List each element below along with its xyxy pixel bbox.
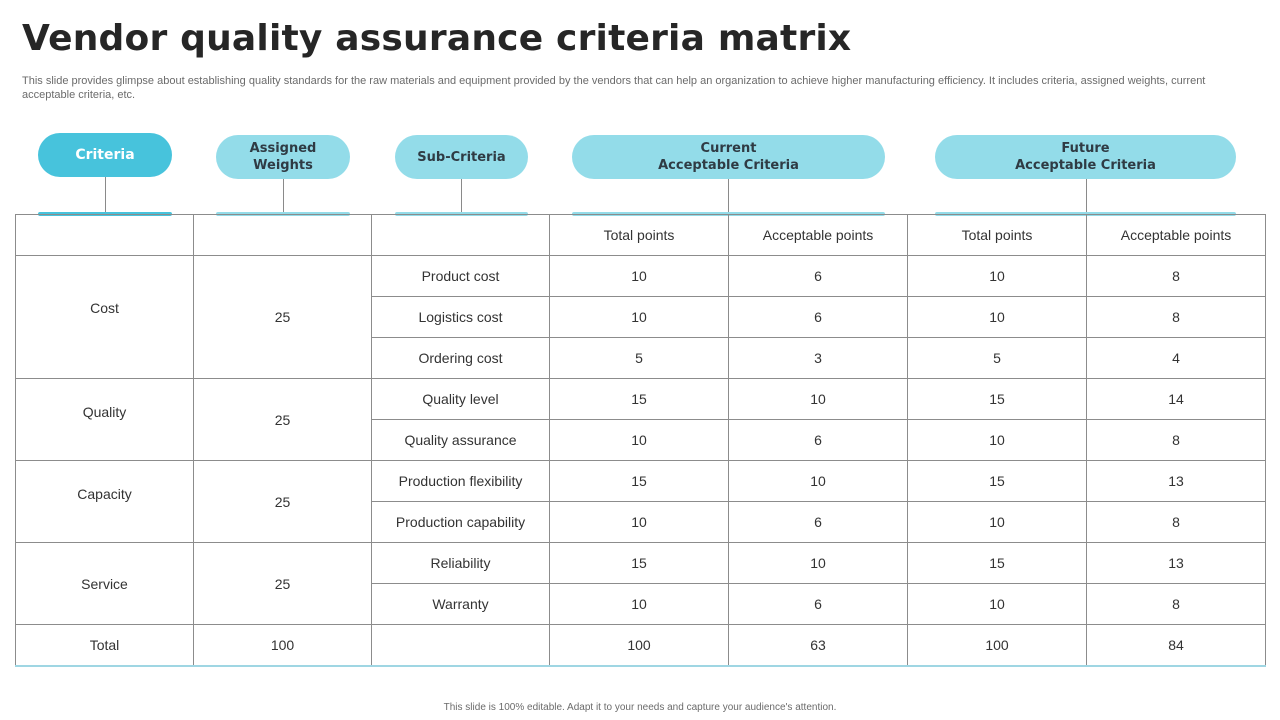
sub-criteria-cell: Warranty xyxy=(371,583,550,625)
connector-line xyxy=(105,177,106,213)
current-acceptable-cell: 6 xyxy=(728,583,908,625)
current-total-cell: 15 xyxy=(549,460,729,502)
current-total-cell: 10 xyxy=(549,501,729,543)
current-total-cell: 10 xyxy=(549,583,729,625)
future-total-cell: 15 xyxy=(907,460,1087,502)
current-total-cell: 15 xyxy=(549,542,729,584)
column-header-current-acceptable: Acceptable points xyxy=(728,214,908,256)
table-row: Production capability 10 6 10 8 xyxy=(16,501,1266,543)
current-total-cell: 10 xyxy=(549,255,729,297)
current-total-cell: 10 xyxy=(549,296,729,338)
sub-criteria-cell: Production capability xyxy=(371,501,550,543)
page-subtitle: This slide provides glimpse about establ… xyxy=(22,75,1206,101)
current-acceptable-cell: 3 xyxy=(728,337,908,379)
future-acceptable-cell: 13 xyxy=(1086,542,1266,584)
connector-line xyxy=(461,179,462,213)
future-total-cell: 15 xyxy=(907,542,1087,584)
table-cell-empty xyxy=(193,214,372,256)
column-header-future-total: Total points xyxy=(907,214,1087,256)
table-row: Quality assurance 10 6 10 8 xyxy=(16,419,1266,461)
current-total-cell: 15 xyxy=(549,378,729,420)
current-acceptable-cell: 6 xyxy=(728,255,908,297)
sub-criteria-cell: Ordering cost xyxy=(371,337,550,379)
table-header-row: Total points Acceptable points Total poi… xyxy=(15,214,1266,256)
future-total-cell: 15 xyxy=(907,378,1087,420)
future-total-cell: 10 xyxy=(907,501,1087,543)
current-acceptable-cell: 10 xyxy=(728,378,908,420)
sub-criteria-cell: Quality level xyxy=(371,378,550,420)
connector-line xyxy=(728,179,729,213)
table-row: Warranty 10 6 10 8 xyxy=(16,583,1266,625)
current-acceptable-cell: 6 xyxy=(728,419,908,461)
table-row: Logistics cost 10 6 10 8 xyxy=(16,296,1266,338)
current-acceptable-cell: 10 xyxy=(728,542,908,584)
table-row: Cost 25 Product cost 10 6 10 8 xyxy=(15,255,1266,379)
sub-criteria-cell: Product cost xyxy=(371,255,550,297)
future-acceptable-cell: 8 xyxy=(1086,501,1266,543)
weight-cell: 25 xyxy=(193,542,372,625)
sub-criteria-cell: Production flexibility xyxy=(371,460,550,502)
header-current-pill: Current Acceptable Criteria xyxy=(572,135,885,179)
connector-line xyxy=(283,179,284,213)
future-acceptable-cell: 4 xyxy=(1086,337,1266,379)
total-current-acceptable-cell: 63 xyxy=(728,624,908,667)
header-sub-criteria-pill: Sub-Criteria xyxy=(395,135,528,179)
header-criteria-pill: Criteria xyxy=(38,133,172,177)
future-acceptable-cell: 14 xyxy=(1086,378,1266,420)
future-total-cell: 10 xyxy=(907,419,1087,461)
total-current-total-cell: 100 xyxy=(549,624,729,667)
sub-criteria-cell: Logistics cost xyxy=(371,296,550,338)
future-acceptable-cell: 8 xyxy=(1086,296,1266,338)
criteria-matrix-table: Total points Acceptable points Total poi… xyxy=(15,214,1266,667)
total-future-acceptable-cell: 84 xyxy=(1086,624,1266,667)
sub-criteria-cell: Quality assurance xyxy=(371,419,550,461)
current-acceptable-cell: 6 xyxy=(728,296,908,338)
future-acceptable-cell: 8 xyxy=(1086,583,1266,625)
criteria-cell: Service xyxy=(15,542,194,625)
future-acceptable-cell: 8 xyxy=(1086,419,1266,461)
connector-line xyxy=(1086,179,1087,213)
total-weight-cell: 100 xyxy=(193,624,372,667)
header-weights-pill: Assigned Weights xyxy=(216,135,350,179)
page-title: Vendor quality assurance criteria matrix xyxy=(22,18,852,59)
table-cell-empty xyxy=(15,214,194,256)
weight-cell: 25 xyxy=(193,460,372,543)
table-cell-empty xyxy=(371,214,550,256)
criteria-cell: Quality xyxy=(15,378,194,461)
sub-criteria-cell: Reliability xyxy=(371,542,550,584)
weight-cell: 25 xyxy=(193,378,372,461)
total-label-cell: Total xyxy=(15,624,194,667)
table-row: Capacity 25 Production flexibility 15 10… xyxy=(15,460,1266,543)
current-total-cell: 5 xyxy=(549,337,729,379)
table-cell-empty xyxy=(371,624,550,667)
header-future-pill: Future Acceptable Criteria xyxy=(935,135,1236,179)
criteria-cell: Cost xyxy=(15,255,194,379)
current-total-cell: 10 xyxy=(549,419,729,461)
future-total-cell: 10 xyxy=(907,255,1087,297)
footer-note: This slide is 100% editable. Adapt it to… xyxy=(443,702,837,713)
future-acceptable-cell: 13 xyxy=(1086,460,1266,502)
current-acceptable-cell: 10 xyxy=(728,460,908,502)
table-row: Ordering cost 5 3 5 4 xyxy=(16,337,1266,379)
future-total-cell: 5 xyxy=(907,337,1087,379)
table-row: Quality 25 Quality level 15 10 15 14 xyxy=(15,378,1266,461)
total-future-total-cell: 100 xyxy=(907,624,1087,667)
column-header-current-total: Total points xyxy=(549,214,729,256)
total-row: Total 100 100 63 100 84 xyxy=(15,624,1266,667)
future-total-cell: 10 xyxy=(907,583,1087,625)
future-total-cell: 10 xyxy=(907,296,1087,338)
weight-cell: 25 xyxy=(193,255,372,379)
table-row: Service 25 Reliability 15 10 15 13 xyxy=(15,542,1266,625)
column-header-future-acceptable: Acceptable points xyxy=(1086,214,1266,256)
criteria-cell: Capacity xyxy=(15,460,194,543)
future-acceptable-cell: 8 xyxy=(1086,255,1266,297)
current-acceptable-cell: 6 xyxy=(728,501,908,543)
